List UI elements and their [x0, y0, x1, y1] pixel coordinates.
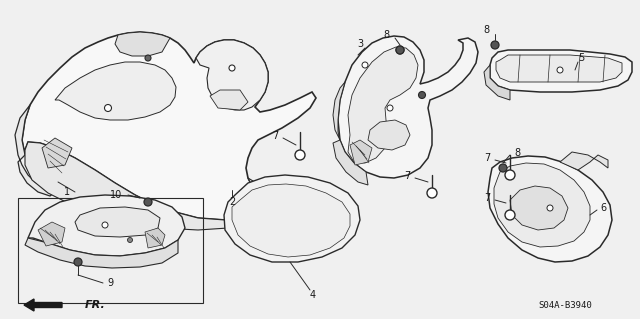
- Polygon shape: [55, 62, 176, 120]
- Text: 8: 8: [384, 30, 390, 40]
- Polygon shape: [115, 32, 170, 56]
- Circle shape: [295, 150, 305, 160]
- Circle shape: [362, 62, 368, 68]
- Text: 7: 7: [484, 193, 490, 203]
- Polygon shape: [28, 195, 185, 256]
- Polygon shape: [210, 90, 248, 110]
- Circle shape: [229, 65, 235, 71]
- Polygon shape: [510, 186, 568, 230]
- Polygon shape: [232, 184, 350, 257]
- FancyArrow shape: [24, 299, 62, 311]
- Polygon shape: [38, 222, 65, 246]
- Polygon shape: [196, 40, 268, 110]
- Polygon shape: [338, 36, 478, 178]
- Circle shape: [547, 205, 553, 211]
- Text: 8: 8: [484, 25, 490, 35]
- Polygon shape: [333, 82, 345, 140]
- Text: 7: 7: [404, 171, 410, 181]
- Circle shape: [145, 55, 151, 61]
- Polygon shape: [42, 138, 72, 168]
- Polygon shape: [488, 156, 612, 262]
- Circle shape: [127, 238, 132, 242]
- Circle shape: [419, 92, 426, 99]
- Circle shape: [74, 258, 82, 266]
- Circle shape: [499, 164, 507, 172]
- Circle shape: [396, 46, 404, 54]
- Polygon shape: [224, 175, 360, 262]
- Circle shape: [427, 188, 437, 198]
- Text: 10: 10: [109, 190, 122, 200]
- Polygon shape: [368, 120, 410, 150]
- Circle shape: [557, 67, 563, 73]
- Circle shape: [387, 105, 393, 111]
- Text: 7: 7: [272, 131, 278, 141]
- Polygon shape: [15, 105, 55, 196]
- Polygon shape: [333, 140, 368, 185]
- Text: S04A-B3940: S04A-B3940: [538, 300, 592, 309]
- Text: 1: 1: [64, 187, 70, 197]
- Polygon shape: [350, 140, 372, 165]
- Polygon shape: [75, 207, 160, 237]
- Text: 2: 2: [229, 197, 235, 207]
- Text: 7: 7: [484, 153, 490, 163]
- Circle shape: [491, 41, 499, 49]
- Circle shape: [104, 105, 111, 112]
- Polygon shape: [494, 163, 590, 247]
- Circle shape: [102, 222, 108, 228]
- Circle shape: [505, 170, 515, 180]
- Polygon shape: [490, 50, 632, 92]
- Polygon shape: [484, 65, 510, 100]
- Circle shape: [505, 210, 515, 220]
- Text: 4: 4: [310, 290, 316, 300]
- Polygon shape: [145, 228, 165, 248]
- Text: 6: 6: [600, 203, 606, 213]
- Text: 5: 5: [578, 53, 584, 63]
- Text: 3: 3: [357, 39, 363, 49]
- Polygon shape: [22, 32, 316, 220]
- Text: 9: 9: [107, 278, 113, 288]
- Polygon shape: [496, 55, 622, 82]
- Text: 8: 8: [514, 148, 520, 158]
- Polygon shape: [348, 47, 418, 163]
- Polygon shape: [25, 142, 278, 230]
- Polygon shape: [25, 238, 178, 268]
- Text: FR.: FR.: [85, 300, 106, 310]
- Circle shape: [396, 46, 404, 54]
- Polygon shape: [560, 152, 608, 170]
- Circle shape: [144, 198, 152, 206]
